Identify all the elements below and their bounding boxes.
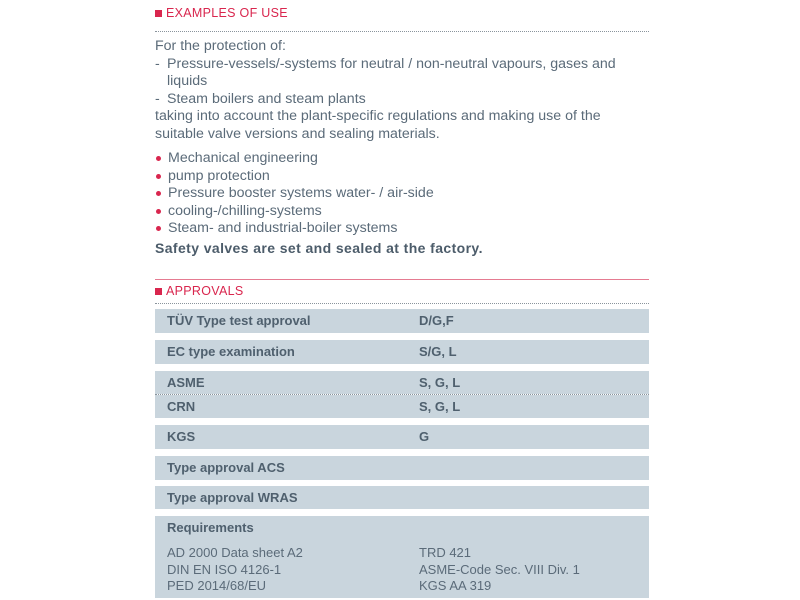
bullet-icon <box>156 226 161 232</box>
divider <box>155 394 649 395</box>
note: taking into account the plant-specific r… <box>155 108 601 142</box>
factory-note: Safety valves are set and sealed at the … <box>155 240 483 256</box>
approval-name: TÜV Type test approval <box>167 313 311 328</box>
approval-value: D/G,F <box>419 313 454 328</box>
list-item-text: pump protection <box>168 167 270 184</box>
approval-value: S, G, L <box>419 399 461 414</box>
requirements-right: TRD 421 ASME-Code Sec. VIII Div. 1 KGS A… <box>419 545 580 595</box>
dash-item: - Steam boilers and steam plants <box>155 90 366 107</box>
dash-item-text: Steam boilers and steam plants <box>167 90 366 107</box>
approval-value: S/G, L <box>419 344 457 359</box>
requirement: TRD 421 <box>419 545 472 560</box>
approval-name: Type approval ACS <box>167 460 285 475</box>
requirement: KGS AA 319 <box>419 578 492 593</box>
table-row: Type approval ACS <box>155 456 649 480</box>
table-row: EC type examination S/G, L <box>155 340 649 364</box>
table-row: Type approval WRAS <box>155 486 649 509</box>
table-row: TÜV Type test approval D/G,F <box>155 309 649 333</box>
approval-name: EC type examination <box>167 344 295 359</box>
requirement: ASME-Code Sec. VIII Div. 1 <box>419 561 580 577</box>
list-item-text: cooling-/chilling-systems <box>168 202 322 219</box>
divider <box>155 31 649 32</box>
table-row: ASME S, G, L <box>155 371 649 394</box>
approval-name: KGS <box>167 429 196 444</box>
examples-heading-text: EXAMPLES OF USE <box>166 6 288 20</box>
section-divider <box>155 279 649 280</box>
bullet-icon <box>156 173 161 179</box>
examples-text: For the protection of: - Pressure-vessels… <box>155 38 655 144</box>
examples-heading: EXAMPLES OF USE <box>155 6 288 20</box>
requirements-left: AD 2000 Data sheet A2 DIN EN ISO 4126-1 … <box>167 545 303 595</box>
table-row: CRN S, G, L <box>155 395 649 418</box>
approvals-heading: APPROVALS <box>155 284 244 298</box>
list-item-text: Pressure booster systems water- / air-si… <box>168 185 434 202</box>
bullet-icon <box>156 191 161 197</box>
bullet-list: Mechanical engineering pump protection P… <box>155 150 434 238</box>
dash-item: - Pressure-vessels/-systems for neutral /… <box>155 55 616 90</box>
approval-value: S, G, L <box>419 375 461 390</box>
dash-item-text: Pressure-vessels/-systems for neutral / … <box>167 55 616 90</box>
requirement: DIN EN ISO 4126-1 <box>167 561 282 577</box>
approval-name: ASME <box>167 375 205 390</box>
square-bullet-icon <box>155 287 162 295</box>
list-item-text: Mechanical engineering <box>168 150 318 166</box>
list-item: Mechanical engineering <box>155 150 434 168</box>
bullet-icon <box>156 208 161 214</box>
approvals-heading-text: APPROVALS <box>166 284 244 298</box>
requirement: PED 2014/68/EU <box>167 578 267 593</box>
list-item: cooling-/chilling-systems <box>155 203 434 221</box>
requirements-box: Requirements AD 2000 Data sheet A2 DIN E… <box>155 516 649 598</box>
requirement: AD 2000 Data sheet A2 <box>167 545 303 560</box>
approval-name: CRN <box>167 399 196 414</box>
square-bullet-icon <box>155 9 162 17</box>
table-row: KGS G <box>155 425 649 449</box>
approval-name: Type approval WRAS <box>167 490 298 505</box>
divider <box>155 303 649 304</box>
list-item: Steam- and industrial-boiler systems <box>155 220 434 238</box>
intro: For the protection of: <box>155 38 286 54</box>
bullet-icon <box>156 156 161 161</box>
list-item: Pressure booster systems water- / air-si… <box>155 185 434 203</box>
list-item: pump protection <box>155 168 434 186</box>
list-item-text: Steam- and industrial-boiler systems <box>168 220 398 237</box>
requirements-heading: Requirements <box>167 520 254 535</box>
approval-value: G <box>419 429 430 444</box>
